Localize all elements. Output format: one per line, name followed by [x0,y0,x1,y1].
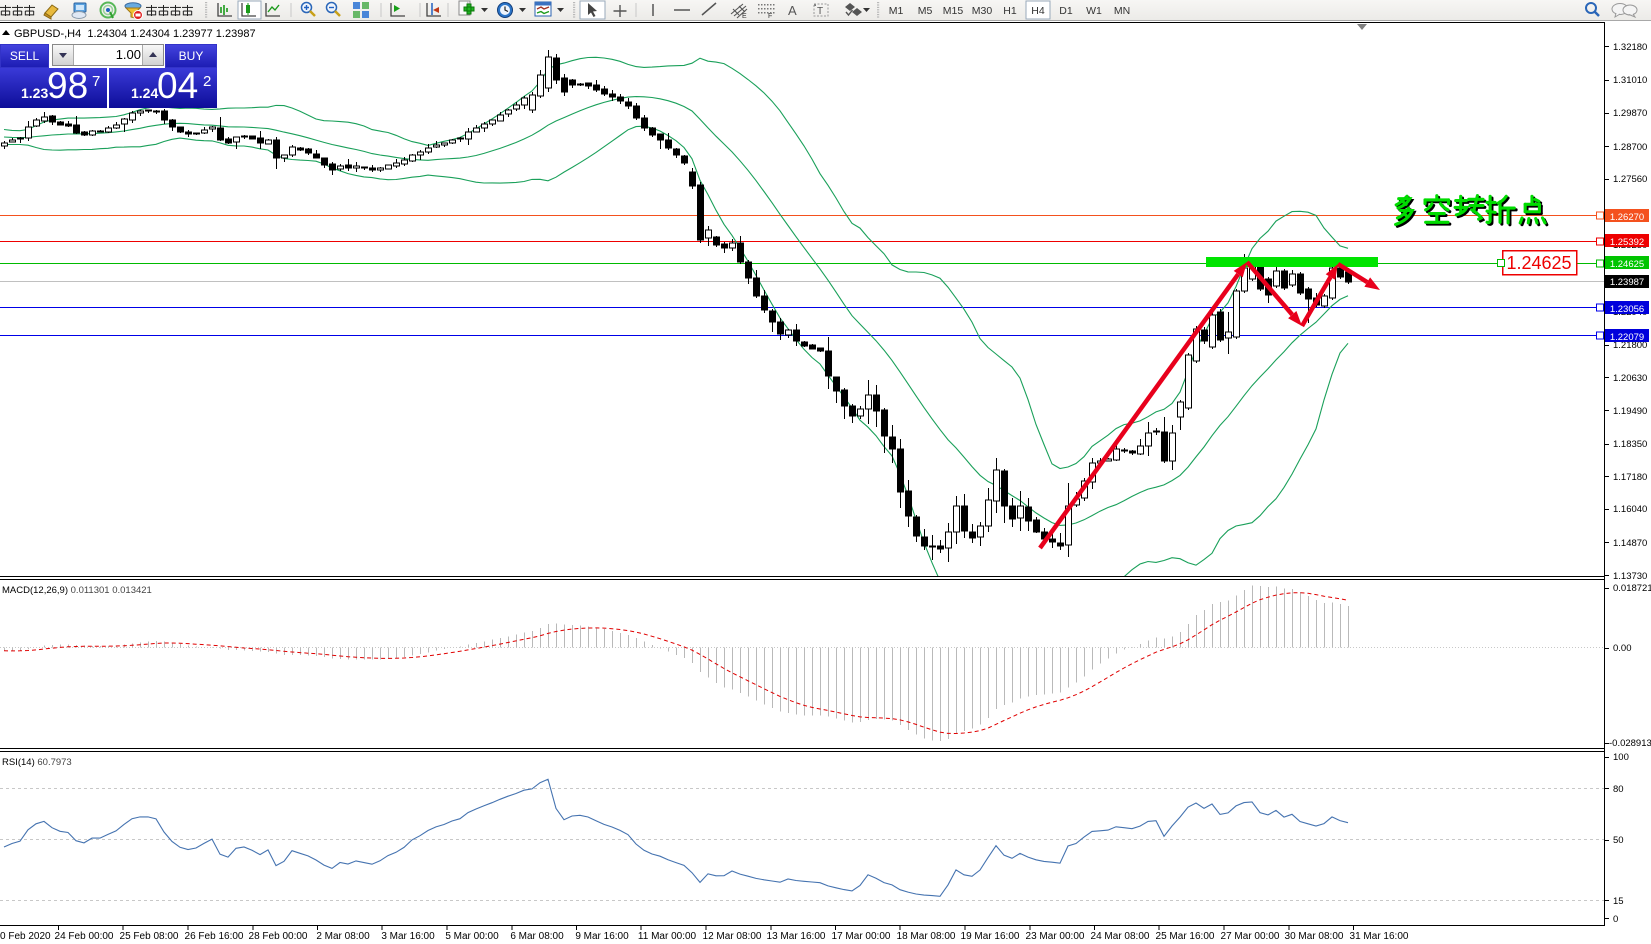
svg-text:1.26270: 1.26270 [1610,212,1644,223]
svg-text:1.23987: 1.23987 [1610,277,1644,288]
svg-text:100: 100 [1613,752,1629,763]
svg-text:RSI(14) 60.7973: RSI(14) 60.7973 [2,757,72,768]
svg-text:1.31010: 1.31010 [1613,75,1647,86]
svg-text:1.32180: 1.32180 [1613,42,1647,53]
svg-text:W1: W1 [1086,5,1102,17]
svg-text:19 Mar 16:00: 19 Mar 16:00 [961,931,1020,942]
svg-text:1.25392: 1.25392 [1610,237,1644,248]
svg-text:1.24625: 1.24625 [1506,253,1571,273]
svg-text:0: 0 [1613,914,1618,925]
svg-text:12 Mar 08:00: 12 Mar 08:00 [703,931,762,942]
svg-text:M30: M30 [972,5,993,17]
svg-text:25 Feb 08:00: 25 Feb 08:00 [120,931,179,942]
svg-text:27 Mar 00:00: 27 Mar 00:00 [1221,931,1280,942]
svg-text:-0.028913: -0.028913 [1609,738,1651,749]
svg-text:2 Mar 08:00: 2 Mar 08:00 [316,931,370,942]
svg-text:28 Feb 00:00: 28 Feb 00:00 [249,931,308,942]
svg-text:1.20630: 1.20630 [1613,373,1647,384]
svg-text:3 Mar 16:00: 3 Mar 16:00 [381,931,435,942]
svg-text:1.18350: 1.18350 [1613,439,1647,450]
svg-text:D1: D1 [1059,5,1073,17]
svg-text:M5: M5 [918,5,933,17]
svg-text:1.19490: 1.19490 [1613,406,1647,417]
svg-text:H1: H1 [1003,5,1017,17]
svg-text:80: 80 [1613,784,1624,795]
svg-text:9 Mar 16:00: 9 Mar 16:00 [575,931,629,942]
svg-text:0 Feb 2020: 0 Feb 2020 [0,931,51,942]
svg-text:1.28700: 1.28700 [1613,142,1647,153]
svg-text:0.018721: 0.018721 [1613,583,1651,594]
svg-text:1.17180: 1.17180 [1613,472,1647,483]
svg-text:M15: M15 [943,5,964,17]
svg-text:H4: H4 [1031,5,1045,17]
svg-text:6 Mar 08:00: 6 Mar 08:00 [510,931,564,942]
svg-text:1.21800: 1.21800 [1613,340,1647,351]
svg-text:1.27560: 1.27560 [1613,174,1647,185]
svg-text:15: 15 [1613,896,1624,907]
svg-text:24 Mar 08:00: 24 Mar 08:00 [1091,931,1150,942]
svg-text:1.29870: 1.29870 [1613,108,1647,119]
svg-text:1.16040: 1.16040 [1613,504,1647,515]
svg-text:25 Mar 16:00: 25 Mar 16:00 [1156,931,1215,942]
svg-text:31 Mar 16:00: 31 Mar 16:00 [1350,931,1409,942]
svg-text:26 Feb 16:00: 26 Feb 16:00 [185,931,244,942]
svg-text:11 Mar 00:00: 11 Mar 00:00 [638,931,697,942]
svg-text:17 Mar 00:00: 17 Mar 00:00 [832,931,891,942]
svg-text:13 Mar 16:00: 13 Mar 16:00 [767,931,826,942]
svg-text:24 Feb 00:00: 24 Feb 00:00 [55,931,114,942]
svg-text:1.14870: 1.14870 [1613,538,1647,549]
svg-text:F: F [768,13,772,20]
svg-text:T: T [817,6,823,17]
svg-text:1.13730: 1.13730 [1613,571,1647,582]
svg-text:18 Mar 08:00: 18 Mar 08:00 [897,931,956,942]
svg-text:23 Mar 00:00: 23 Mar 00:00 [1026,931,1085,942]
svg-text:1.24625: 1.24625 [1610,259,1644,270]
svg-text:0.00: 0.00 [1613,643,1632,654]
svg-text:5 Mar 00:00: 5 Mar 00:00 [445,931,499,942]
svg-text:1.23056: 1.23056 [1610,304,1644,315]
svg-text:E: E [742,13,747,20]
svg-text:MACD(12,26,9) 0.011301 0.01342: MACD(12,26,9) 0.011301 0.013421 [2,585,152,596]
svg-text:50: 50 [1613,835,1624,846]
svg-text:1.22079: 1.22079 [1610,332,1644,343]
svg-text:M1: M1 [889,5,904,17]
svg-text:A: A [788,3,797,18]
svg-text:30 Mar 08:00: 30 Mar 08:00 [1285,931,1344,942]
svg-text:MN: MN [1114,5,1130,17]
svg-text:GBPUSD-,H4 1.24304 1.24304 1.: GBPUSD-,H4 1.24304 1.24304 1.23977 1.239… [14,28,256,40]
